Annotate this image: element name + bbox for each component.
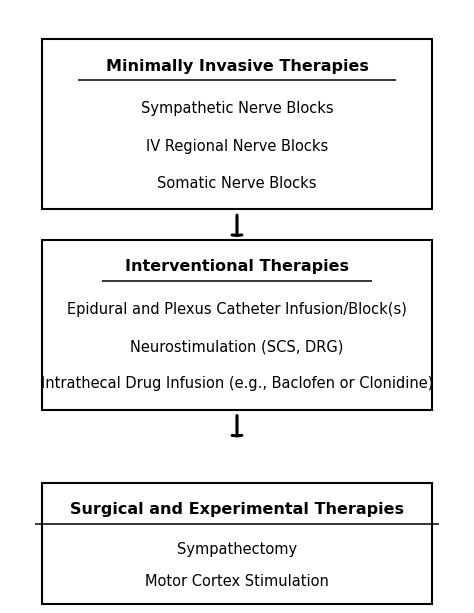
Text: Intrathecal Drug Infusion (e.g., Baclofen or Clonidine): Intrathecal Drug Infusion (e.g., Baclofe… — [41, 376, 433, 391]
Text: Epidural and Plexus Catheter Infusion/Block(s): Epidural and Plexus Catheter Infusion/Bl… — [67, 302, 407, 317]
Text: Neurostimulation (SCS, DRG): Neurostimulation (SCS, DRG) — [130, 339, 344, 354]
Text: Surgical and Experimental Therapies: Surgical and Experimental Therapies — [70, 502, 404, 517]
Text: Motor Cortex Stimulation: Motor Cortex Stimulation — [145, 574, 329, 588]
FancyBboxPatch shape — [42, 240, 432, 409]
Text: Interventional Therapies: Interventional Therapies — [125, 259, 349, 274]
Text: Somatic Nerve Blocks: Somatic Nerve Blocks — [157, 176, 317, 191]
Text: Sympathetic Nerve Blocks: Sympathetic Nerve Blocks — [141, 101, 333, 116]
FancyBboxPatch shape — [42, 39, 432, 209]
Text: Sympathectomy: Sympathectomy — [177, 542, 297, 557]
FancyBboxPatch shape — [42, 482, 432, 604]
Text: Minimally Invasive Therapies: Minimally Invasive Therapies — [106, 59, 368, 74]
Text: IV Regional Nerve Blocks: IV Regional Nerve Blocks — [146, 139, 328, 154]
